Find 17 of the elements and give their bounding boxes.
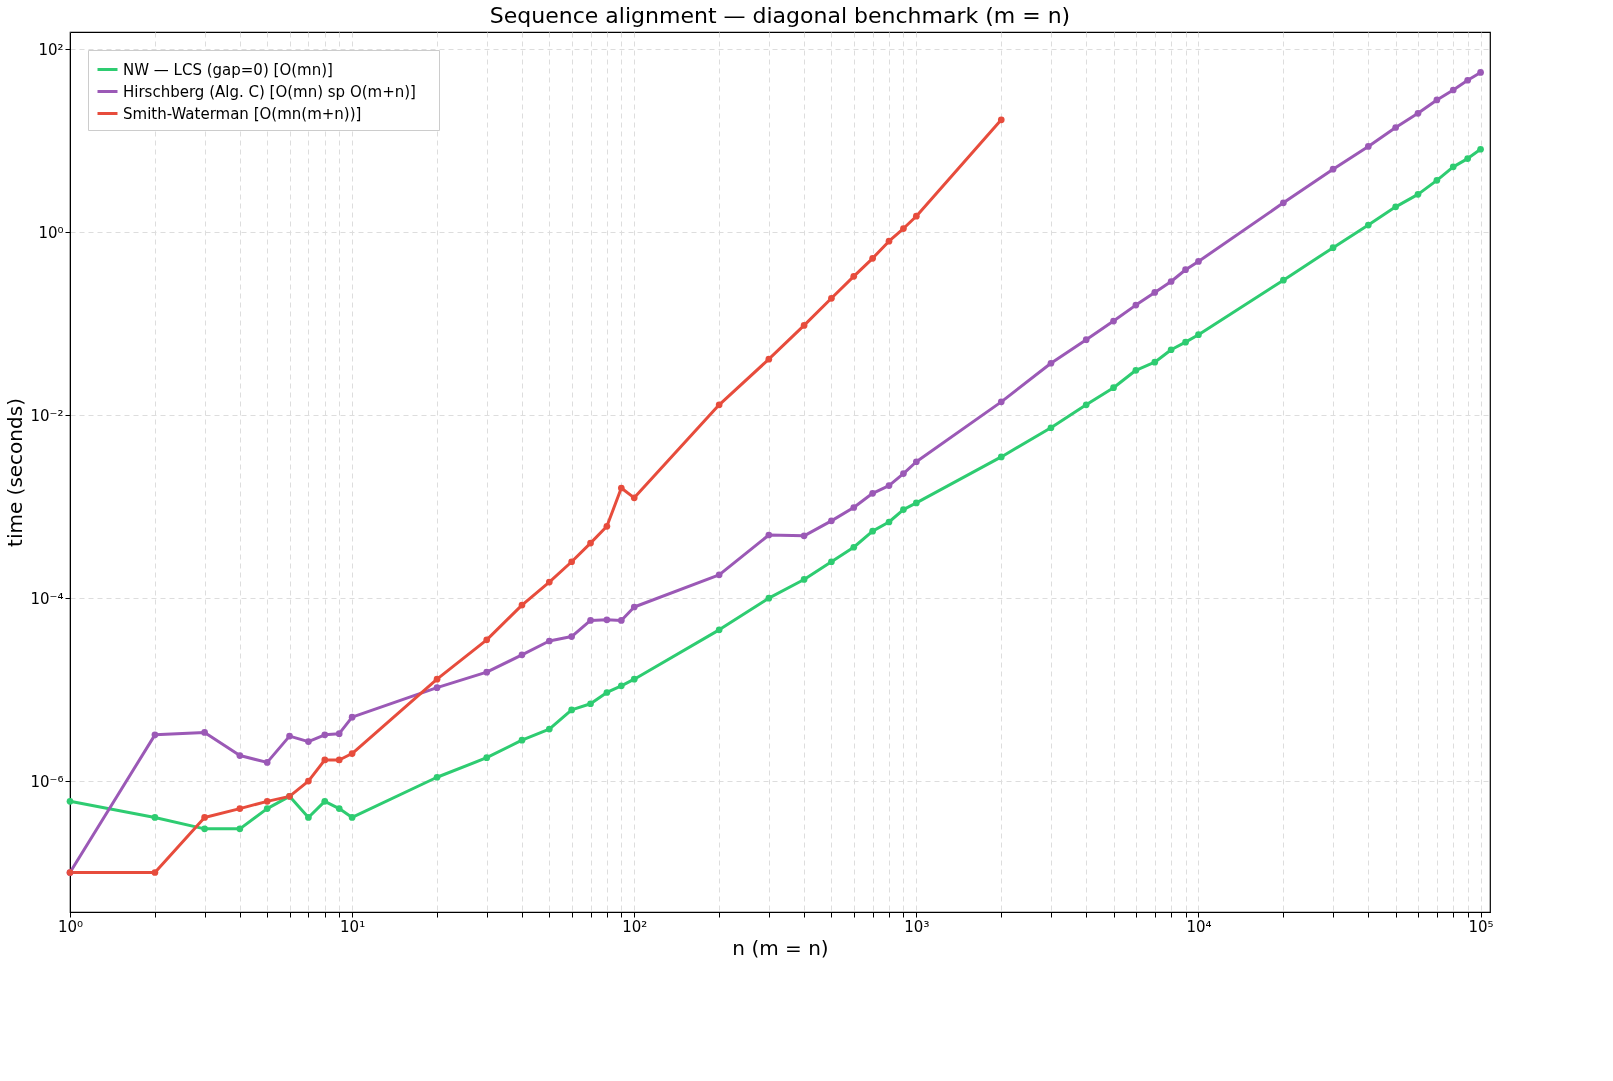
x-tick-label: 10¹ <box>340 917 366 936</box>
y-tick-label: 10⁰ <box>38 223 64 242</box>
x-tick-label: 10³ <box>904 917 930 936</box>
y-axis-title: time (seconds) <box>3 398 28 547</box>
y-tick-label: 10⁻⁶ <box>30 772 64 791</box>
legend-label: NW — LCS (gap=0) [O(mn)] <box>123 60 333 79</box>
y-tick-label: 10⁻⁴ <box>30 589 64 608</box>
legend-label: Hirschberg (Alg. C) [O(mn) sp O(m+n)] <box>123 82 416 101</box>
y-tick-label: 10⁻² <box>30 406 64 425</box>
x-tick-label: 10⁵ <box>1468 917 1494 936</box>
x-tick-label: 10⁰ <box>57 917 84 936</box>
chart-title: Sequence alignment — diagonal benchmark (m = n) <box>489 3 1071 28</box>
x-tick-label: 10⁴ <box>1186 917 1212 936</box>
x-axis-title: n (m = n) <box>732 935 829 960</box>
legend-label: Smith-Waterman [O(mn(m+n))] <box>123 104 362 123</box>
x-tick-label: 10² <box>622 917 648 936</box>
y-tick-label: 10² <box>38 40 64 59</box>
